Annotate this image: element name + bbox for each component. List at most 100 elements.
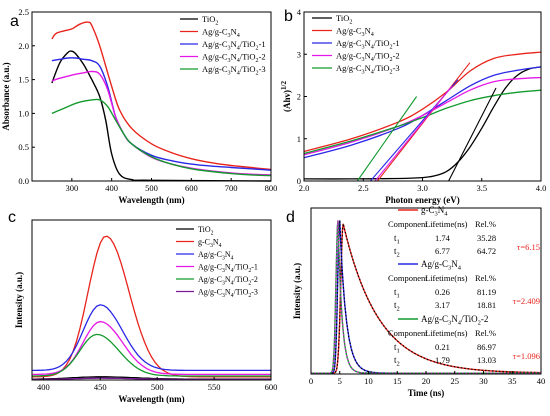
panel-c-x-tick-label: 400 [37, 382, 50, 392]
panel-c-legend-label: Ag/g-C3N4/TiO2-2 [198, 275, 258, 287]
panel-c-legend-label: Ag/g-C3N4/TiO2-1 [198, 263, 258, 275]
panel-b-series-line [303, 89, 542, 155]
panel-a-legend-label: Ag/g-C3N4/TiO2-2 [202, 52, 266, 65]
panel-d-table-relpercent: 35.28 [477, 233, 496, 243]
panel-d-table-component: t1 [394, 233, 400, 246]
panel-b-y-tick-label: 3 [297, 49, 301, 59]
panel-d-table-lifetime: 6.77 [435, 246, 450, 256]
panel-d-table-header: Rel.% [475, 219, 496, 229]
panel-d-table-relpercent: 64.72 [477, 246, 496, 256]
panel-c-legend-label: TiO2 [198, 225, 214, 237]
panel-d-table-relpercent: 86.97 [477, 342, 496, 352]
panel-d-table-relpercent: 13.03 [477, 355, 496, 365]
panel-c-legend-label: Ag/g-C3N4/TiO2-3 [198, 288, 258, 300]
panel-d-table-component: t2 [394, 300, 400, 313]
panel-a-x-tick-label: 500 [145, 183, 158, 193]
panel-d-table-header: Component [388, 273, 428, 283]
panel-a-series-line [51, 98, 272, 177]
panel-b-y-tick-label: 4 [297, 7, 302, 17]
panel-c-pl-spectra: 400 450 500 550 600 Wavelength (nm) Intensity … [8, 209, 277, 404]
panel-d-legend-label: Ag/g-C3N4/TiO2-2 [421, 314, 488, 327]
panel-d-table-relpercent: 81.19 [477, 287, 496, 297]
panel-b-x-tick-label: 3.0 [417, 183, 428, 193]
panel-b-tangent-line [377, 62, 471, 182]
panel-c-y-axis-label: Intensity (a.u.) [14, 272, 24, 328]
panel-b-x-tick-label: 2.0 [299, 183, 310, 193]
panel-b-legend-label: Ag/g-C3N4 [336, 26, 374, 39]
panel-d-table-relpercent: 18.81 [477, 300, 496, 310]
panel-b-y-tick-label: 2 [297, 92, 301, 102]
panel-b-series-line [303, 76, 542, 156]
panel-d-table-header: Rel.% [475, 273, 496, 283]
panel-d-table-lifetime: 0.26 [435, 287, 450, 297]
panel-a-absorbance-chart: 300 400 500 600 700 800 0.0 0.5 1.0 1.5 2.0 2.5 Wave… [1, 7, 277, 205]
panel-b-legend-label: Ag/g-C3N4/TiO2-3 [336, 63, 400, 76]
panel-c-plot-frame [31, 219, 272, 381]
panel-b-x-tick-label: 2.5 [358, 183, 369, 193]
panel-b-y-tick-label: 0 [297, 176, 301, 186]
panel-a-x-tick-label: 400 [105, 183, 118, 193]
panel-a-x-tick-label: 600 [185, 183, 198, 193]
panel-a-y-axis-label: Absorbance (a.u.) [1, 62, 11, 130]
panel-c-x-tick-label: 600 [265, 382, 278, 392]
panel-c-series-line [31, 235, 271, 378]
panel-a-x-tick-label: 800 [265, 183, 278, 193]
panel-a-x-tick-label: 300 [65, 183, 78, 193]
panel-d-x-tick-label: 25 [451, 376, 460, 386]
panel-c-x-tick-label: 450 [94, 382, 107, 392]
panel-d-x-tick-label: 5 [338, 376, 342, 386]
panel-d-legend-label: g-C3N4 [421, 205, 448, 218]
panel-d-tau-label: τ=6.15 [517, 242, 540, 252]
panel-a-x-axis-label: Wavelength (nm) [118, 195, 184, 205]
panel-a-legend-label: Ag/g-C3N4 [202, 27, 240, 40]
panel-a-legend-label: Ag/g-C3N4/TiO2-1 [202, 39, 266, 52]
panel-d-table-header: Lifetime(ns) [425, 219, 468, 229]
panel-b-x-axis-label: Photon energy (eV) [385, 195, 459, 205]
panel-b-tangent-line [356, 96, 418, 182]
panel-d-table-lifetime: 0.21 [435, 342, 450, 352]
panel-b-tauc-plot: 2.0 2.5 3.0 3.5 4.0 0 1 2 3 4 Photon energy (eV) (A… [280, 7, 546, 205]
panel-c-x-axis-label: Wavelength (nm) [118, 394, 184, 404]
panel-d-table-lifetime: 3.17 [435, 300, 450, 310]
panel-a-series-line [51, 50, 272, 182]
panel-d-decay-curves: 0 5 10 15 20 25 30 35 40 Time (ns) Intensity (a.u.… [286, 205, 545, 398]
panel-a-y-tick-label: 1.5 [18, 75, 29, 85]
panel-d-decay-line [311, 220, 541, 374]
panel-c-letter: c [8, 209, 16, 226]
panel-b-y-tick-label: 1 [297, 134, 301, 144]
panel-b-legend-label: TiO2 [336, 13, 352, 26]
panel-a-x-tick-label: 700 [225, 183, 238, 193]
panel-d-x-tick-label: 40 [537, 376, 546, 386]
panel-b-x-tick-label: 3.5 [476, 183, 487, 193]
panel-a-legend-label: TiO2 [202, 14, 218, 27]
panel-c-series-line [32, 304, 271, 372]
panel-a-y-tick-label: 0.5 [18, 142, 29, 152]
panel-d-tau-label: τ=2.409 [513, 296, 540, 306]
panel-d-table-header: Component [388, 328, 428, 338]
panel-c-series-line [31, 333, 271, 377]
panel-d-table-header: Lifetime(ns) [425, 328, 468, 338]
panel-b-series-line [303, 66, 542, 180]
panel-d-legend-label: Ag/g-C3N4 [421, 259, 462, 272]
panel-d-table-header: Lifetime(ns) [425, 273, 468, 283]
panel-b-tangent-line [448, 87, 497, 182]
panel-b-x-tick-label: 4.0 [536, 183, 547, 193]
panel-a-series-line [51, 21, 272, 171]
panel-d-table-component: t2 [394, 355, 400, 368]
panel-d-table-header: Rel.% [475, 328, 496, 338]
panel-d-x-axis-label: Time (ns) [408, 388, 445, 398]
panel-c-x-tick-label: 550 [208, 382, 221, 392]
panel-d-table-component: t1 [394, 342, 400, 355]
panel-d-table-lifetime: 1.79 [435, 355, 450, 365]
panel-a-y-tick-label: 2.5 [18, 7, 29, 17]
panel-b-letter: b [284, 8, 293, 25]
panel-c-x-tick-label: 500 [151, 382, 164, 392]
panel-d-x-tick-label: 15 [393, 376, 402, 386]
panel-d-x-tick-label: 35 [508, 376, 517, 386]
panel-c-legend-label: Ag/g-C3N4 [198, 250, 234, 262]
panel-d-letter: d [286, 209, 295, 226]
panel-b-legend-label: Ag/g-C3N4/TiO2-1 [336, 38, 400, 51]
panel-a-y-tick-label: 0.0 [18, 176, 29, 186]
panel-d-x-tick-label: 30 [479, 376, 488, 386]
